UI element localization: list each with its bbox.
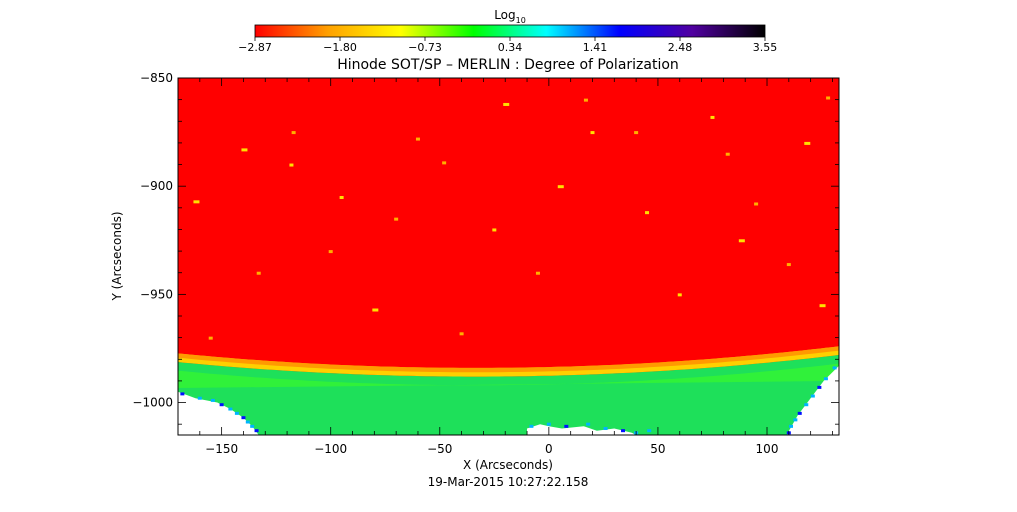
edge-speckle [789, 424, 794, 428]
speckle [328, 250, 333, 254]
speckle [459, 332, 464, 336]
speckle [193, 200, 200, 204]
x-axis: −150 −100 −50 0 50 100 [177, 78, 833, 456]
x-tick-label: 100 [756, 442, 779, 456]
chart-title: Hinode SOT/SP – MERLIN : Degree of Polar… [337, 57, 679, 73]
edge-speckle [234, 411, 239, 415]
edge-speckle [546, 422, 551, 426]
speckle [645, 211, 650, 215]
edge-speckle [804, 403, 809, 407]
y-tick-label: −850 [140, 71, 173, 85]
edge-speckle [241, 416, 246, 420]
colorbar-gradient [254, 24, 766, 38]
edge-speckle [197, 396, 202, 400]
no-data-region-center [527, 424, 637, 435]
x-tick-label: 0 [545, 442, 553, 456]
no-data-region-left [178, 391, 259, 435]
speckle [442, 161, 447, 165]
edge-speckle [586, 422, 591, 426]
speckle [492, 228, 497, 232]
edge-speckle [254, 429, 259, 433]
edge-speckle [180, 392, 185, 396]
heatmap-plot [178, 78, 839, 435]
x-tick-label: −150 [205, 442, 238, 456]
off-limb-region [178, 354, 839, 435]
y-tick-label: −950 [140, 287, 173, 301]
edge-speckle [603, 427, 608, 431]
edge-speckle [647, 429, 652, 433]
x-tick-label: −100 [314, 442, 347, 456]
speckle [339, 196, 344, 199]
colorbar-label: Log10 [494, 8, 526, 25]
speckle [786, 263, 791, 267]
y-tick-label: −1000 [132, 396, 173, 410]
edge-speckle [245, 420, 250, 424]
speckle [804, 141, 811, 145]
polarization-speckles [193, 96, 831, 340]
speckle [256, 271, 261, 275]
colorbar-tick-label: 0.34 [498, 41, 523, 54]
speckle [583, 98, 588, 102]
colorbar-tick-label: 1.41 [583, 41, 608, 54]
speckle [677, 293, 682, 297]
colorbar-tick-label: −2.87 [238, 41, 272, 54]
x-axis-label: X (Arcseconds) [463, 458, 553, 472]
speckle [754, 202, 759, 206]
colorbar-tick-label: 3.55 [753, 41, 778, 54]
edge-speckle [817, 385, 822, 389]
edge-speckle [210, 398, 215, 402]
plot-frame [177, 77, 840, 436]
y-tick-label: −900 [140, 179, 173, 193]
speckle [826, 96, 831, 100]
y-axis: −850 −900 −950 −1000 [132, 71, 839, 425]
x-tick-label: 50 [650, 442, 665, 456]
speckle [503, 102, 510, 106]
x-tick-label: −50 [427, 442, 452, 456]
y-axis-label: Y (Arcseconds) [110, 211, 124, 301]
edge-speckle [564, 424, 569, 428]
edge-speckle [823, 377, 828, 381]
speckle [819, 304, 826, 308]
edge-speckle [810, 394, 815, 398]
no-data-region-right [786, 365, 839, 435]
off-limb-bright-region [178, 363, 839, 389]
speckle [557, 185, 564, 189]
limb-inner-band [178, 346, 839, 373]
speckle [241, 148, 248, 152]
speckle [535, 271, 540, 275]
speckle [394, 217, 399, 221]
speckle [291, 131, 296, 135]
speckle [590, 131, 595, 135]
speckle [289, 163, 294, 167]
edge-speckle [219, 403, 224, 407]
edge-speckle [621, 429, 626, 433]
speckle [634, 131, 639, 135]
speckle [208, 336, 213, 340]
edge-speckle [529, 424, 534, 428]
colorbar-ticks: −2.87 −1.80 −0.73 0.34 1.41 2.48 3.55 [238, 37, 777, 54]
colorbar-tick-label: 2.48 [668, 41, 693, 54]
speckle [738, 239, 745, 243]
edge-speckle [797, 411, 802, 415]
timestamp: 19-Mar-2015 10:27:22.158 [428, 475, 589, 489]
speckle [415, 137, 420, 141]
edge-speckle [793, 418, 798, 422]
edge-speckle [250, 424, 255, 428]
colorbar-tick-label: −0.73 [408, 41, 442, 54]
colorbar: Log10 −2.87 −1.80 −0.73 0.34 1.41 2.48 3.55 [238, 8, 777, 54]
edge-speckle [228, 407, 233, 411]
colorbar-tick-label: −1.80 [323, 41, 357, 54]
speckle [372, 308, 379, 312]
edge-speckle [832, 366, 837, 370]
speckle [710, 115, 715, 119]
speckle [725, 152, 730, 156]
